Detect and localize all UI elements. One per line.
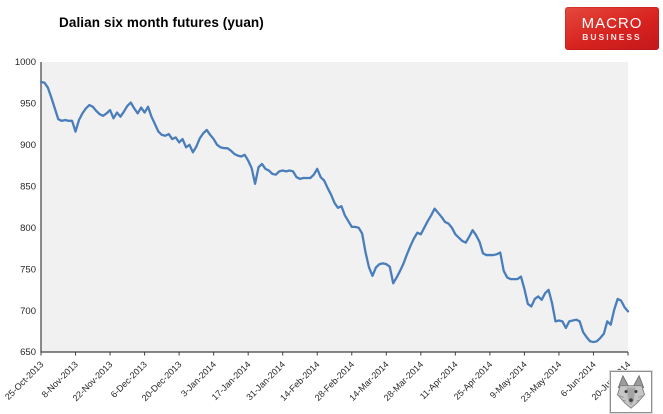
y-axis-tick-label: 750: [20, 264, 36, 275]
wolf-stamp: [609, 370, 653, 414]
macrobusiness-logo: MACRO BUSINESS: [565, 7, 659, 50]
y-axis-tick-label: 950: [20, 99, 36, 110]
y-axis-tick-label: 900: [20, 140, 36, 151]
logo-text-business: BUSINESS: [582, 31, 642, 42]
axis-lines: [40, 62, 628, 353]
y-axis-tick-label: 800: [20, 223, 36, 234]
y-axis-tick-label: 850: [20, 181, 36, 192]
x-axis-tick-label: 25-Oct-2013: [3, 359, 45, 401]
y-axis-tick-label: 650: [20, 347, 36, 358]
chart-line: [39, 80, 630, 344]
wolf-icon: [616, 374, 646, 409]
y-axis-tick-label: 700: [20, 306, 36, 317]
y-axis-tick-label: 1000: [15, 57, 36, 68]
logo-text-macro: MACRO: [581, 14, 643, 32]
chart-title: Dalian six month futures (yuan): [59, 15, 264, 30]
